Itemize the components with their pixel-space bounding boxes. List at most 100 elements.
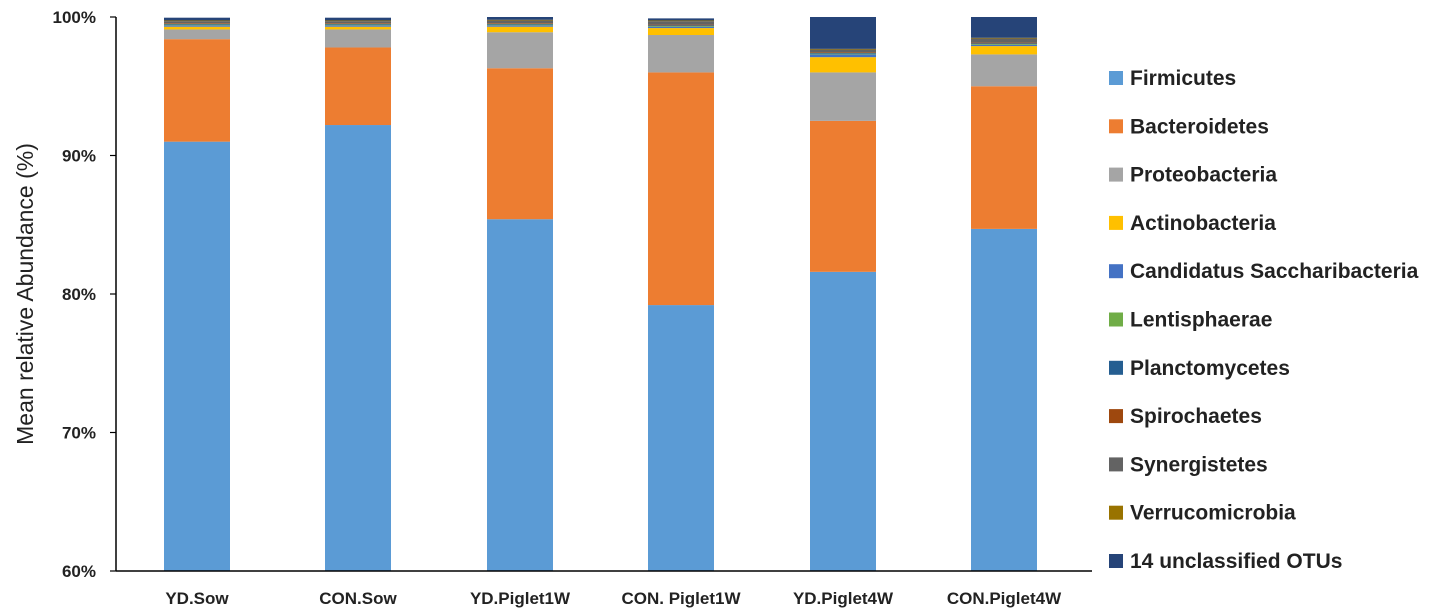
bar-con-piglet4w-synergistetes xyxy=(971,38,1037,43)
bar-yd-piglet4w-proteobacteria xyxy=(810,72,876,121)
legend-item-proteobacteria: Proteobacteria xyxy=(1109,164,1277,187)
bar-con-piglet4w-candidatus-saccharibacteria xyxy=(971,44,1037,47)
bar-con-sow-lentisphaerae xyxy=(325,24,391,26)
legend: Firmicutes Bacteroidetes Proteobacteria Act… xyxy=(1109,67,1419,573)
bar-con-sow-spirochaetes xyxy=(325,23,391,24)
bar-con-sow-candidatus-saccharibacteria xyxy=(325,25,391,27)
legend-label: Proteobacteria xyxy=(1130,164,1277,187)
bar-yd-piglet4w-firmicutes xyxy=(810,271,876,571)
axes: Mean relative Abundance (%) xyxy=(12,17,1092,572)
bar-con-piglet1w-spirochaetes xyxy=(648,24,714,26)
bar-con-piglet4w-lentisphaerae xyxy=(971,44,1037,45)
bar-yd-piglet1w-spirochaetes xyxy=(487,23,553,24)
bar-con-piglet1w-verrucomicrobia xyxy=(648,20,714,22)
bar-con-piglet1w-actinobacteria xyxy=(648,28,714,36)
bar-con-piglet1w-bacteroidetes xyxy=(648,72,714,306)
y-tick-label: 100% xyxy=(53,8,96,27)
x-tick-label: YD.Piglet4W xyxy=(793,589,894,608)
legend-label: Verrucomicrobia xyxy=(1130,502,1296,525)
legend-swatch xyxy=(1109,505,1123,520)
bar-yd-piglet1w-bacteroidetes xyxy=(487,68,553,220)
bar-yd-piglet1w-lentisphaerae xyxy=(487,24,553,26)
bar-con-piglet1w-lentisphaerae xyxy=(648,26,714,27)
bar-con-piglet4w-firmicutes xyxy=(971,228,1037,571)
bar-yd-piglet4w-actinobacteria xyxy=(810,57,876,73)
bar-con-piglet4w-proteobacteria xyxy=(971,54,1037,87)
bar-con-piglet1w-planctomycetes xyxy=(648,25,714,27)
bar-con-piglet4w-bacteroidetes xyxy=(971,86,1037,229)
bar-yd-piglet4w-bacteroidetes xyxy=(810,120,876,272)
y-tick-label: 70% xyxy=(62,424,96,443)
bar-yd-piglet1w-verrucomicrobia xyxy=(487,19,553,21)
y-tick-labels: 60% 70% 80% 90% 100% xyxy=(53,8,116,581)
legend-item-bacteroidetes: Bacteroidetes xyxy=(1109,115,1269,138)
legend-item-planctomycetes: Planctomycetes xyxy=(1109,357,1290,380)
legend-swatch xyxy=(1109,312,1123,327)
plot-area xyxy=(164,17,1037,571)
bar-yd-piglet1w-planctomycetes xyxy=(487,23,553,25)
legend-swatch xyxy=(1109,409,1123,424)
bar-con-sow-proteobacteria xyxy=(325,29,391,48)
legend-swatch xyxy=(1109,554,1123,568)
bar-con-sow-14-unclassified-otus xyxy=(325,17,391,21)
legend-swatch xyxy=(1109,119,1123,134)
legend-swatch xyxy=(1109,71,1123,85)
y-tick-label: 60% xyxy=(62,562,96,581)
bar-yd-piglet1w-actinobacteria xyxy=(487,26,553,33)
legend-swatch xyxy=(1109,264,1123,279)
bar-yd-sow-proteobacteria xyxy=(164,29,230,40)
legend-label: Planctomycetes xyxy=(1130,357,1290,380)
legend-swatch xyxy=(1109,215,1123,230)
x-tick-label: YD.Sow xyxy=(165,589,229,608)
bar-yd-sow-synergistetes xyxy=(164,21,230,24)
x-tick-label: CON. Piglet1W xyxy=(621,589,741,608)
y-tick-label: 90% xyxy=(62,147,96,166)
bar-con-piglet4w-spirochaetes xyxy=(971,42,1037,44)
bar-yd-piglet4w-14-unclassified-otus xyxy=(810,17,876,49)
legend-label: Spirochaetes xyxy=(1130,405,1262,428)
bar-yd-sow-actinobacteria xyxy=(164,26,230,30)
bar-yd-sow-verrucomicrobia xyxy=(164,20,230,22)
bar-yd-sow-firmicutes xyxy=(164,141,230,571)
bar-yd-sow-lentisphaerae xyxy=(164,24,230,26)
bar-con-piglet1w-candidatus-saccharibacteria xyxy=(648,26,714,29)
legend-item-actinobacteria: Actinobacteria xyxy=(1109,212,1276,235)
legend-label: Bacteroidetes xyxy=(1130,115,1269,138)
bar-con-piglet1w-proteobacteria xyxy=(648,35,714,73)
bar-con-piglet4w-planctomycetes xyxy=(971,43,1037,45)
legend-item-spirochaetes: Spirochaetes xyxy=(1109,405,1262,428)
bar-con-sow-synergistetes xyxy=(325,21,391,24)
bar-yd-piglet4w-spirochaetes xyxy=(810,52,876,54)
bar-yd-piglet1w-candidatus-saccharibacteria xyxy=(487,25,553,27)
bar-con-sow-planctomycetes xyxy=(325,23,391,25)
bar-yd-piglet1w-firmicutes xyxy=(487,219,553,571)
bar-yd-piglet4w-planctomycetes xyxy=(810,53,876,54)
legend-item-candidatus-saccharibacteria: Candidatus Saccharibacteria xyxy=(1109,260,1419,283)
bar-yd-sow-14-unclassified-otus xyxy=(164,17,230,21)
legend-label: 14 unclassified OTUs xyxy=(1130,550,1342,573)
bar-con-piglet1w-synergistetes xyxy=(648,21,714,25)
legend-swatch xyxy=(1109,167,1123,182)
bar-yd-piglet1w-synergistetes xyxy=(487,20,553,24)
x-tick-label: CON.Sow xyxy=(319,589,397,608)
x-tick-label: CON.Piglet4W xyxy=(947,589,1062,608)
bar-con-sow-verrucomicrobia xyxy=(325,20,391,22)
bar-yd-piglet4w-verrucomicrobia xyxy=(810,48,876,50)
bar-yd-sow-bacteroidetes xyxy=(164,39,230,142)
legend-label: Actinobacteria xyxy=(1130,212,1276,235)
bar-con-sow-bacteroidetes xyxy=(325,47,391,126)
bar-yd-sow-planctomycetes xyxy=(164,23,230,25)
legend-label: Firmicutes xyxy=(1130,67,1236,90)
x-tick-labels: YD.Sow CON.Sow YD.Piglet1W CON. Piglet1W YD.… xyxy=(165,589,1062,608)
bar-yd-piglet1w-14-unclassified-otus xyxy=(487,17,553,20)
bar-yd-piglet4w-candidatus-saccharibacteria xyxy=(810,54,876,58)
legend-item-14-unclassified-otus: 14 unclassified OTUs xyxy=(1109,550,1342,573)
legend-item-lentisphaerae: Lentisphaerae xyxy=(1109,309,1272,332)
bar-con-sow-firmicutes xyxy=(325,125,391,571)
bar-con-piglet1w-14-unclassified-otus xyxy=(648,18,714,21)
bar-yd-piglet1w-proteobacteria xyxy=(487,32,553,69)
bar-yd-piglet4w-lentisphaerae xyxy=(810,53,876,55)
legend-item-verrucomicrobia: Verrucomicrobia xyxy=(1109,502,1296,525)
legend-label: Synergistetes xyxy=(1130,453,1268,476)
